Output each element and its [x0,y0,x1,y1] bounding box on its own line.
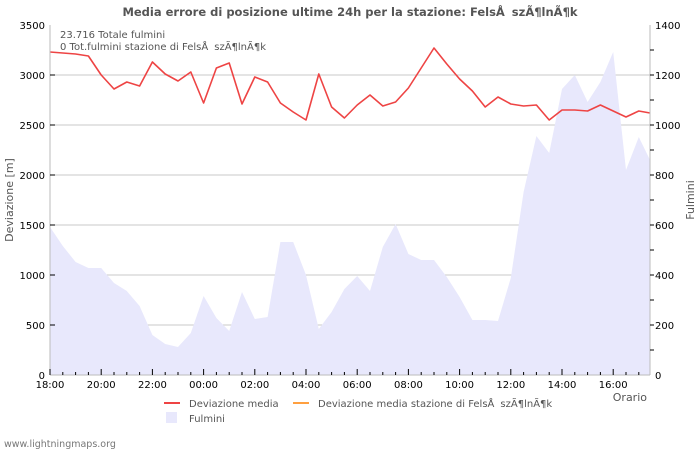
legend-swatch-strikes [166,412,177,423]
y2-tick-label: 1400 [655,21,680,32]
deviation-line-path [49,47,651,121]
x-tick-label: 16:00 [599,380,628,391]
footer-link[interactable]: www.lightningmaps.org [4,439,116,450]
y2-tick-label: 600 [655,221,674,232]
y-tick-label: 2500 [20,121,45,132]
x-axis-label: Orario [613,391,648,404]
legend-item-station-deviation: Deviazione media stazione di FelsÅszÃ¶l… [293,397,552,410]
legend-label-strikes: Fulmini [189,414,225,425]
legend-label-deviation: Deviazione media [189,399,279,410]
right-axis-ticks: 0 200 400 600 800 1000 1200 1400 [650,21,680,382]
y2-tick-label: 1200 [655,71,680,82]
x-tick-label: 14:00 [548,380,577,391]
y2-axis-label: Fulmini [684,180,697,220]
y2-tick-label: 400 [655,271,674,282]
total-strikes-text: 23.716 Totale fulmini [60,30,165,41]
x-tick-label: 08:00 [394,380,423,391]
chart-title: Media errore di posizione ultime 24h per… [122,4,577,19]
x-tick-label: 22:00 [138,380,167,391]
x-tick-label: 12:00 [496,380,525,391]
left-axis-ticks: 0 500 1000 1500 2000 2500 3000 3500 [20,21,55,382]
y2-tick-label: 1000 [655,121,680,132]
x-tick-label: 18:00 [36,380,65,391]
x-tick-label: 20:00 [87,380,116,391]
deviation-line [49,47,651,121]
y-tick-label: 3500 [20,21,45,32]
x-tick-label: 06:00 [343,380,372,391]
legend-label-station-deviation: Deviazione media stazione di FelsÅszÃ¶l… [318,397,552,410]
legend: Deviazione media Deviazione media stazio… [164,397,552,425]
y2-tick-label: 0 [655,371,661,382]
strikes-area-path [50,52,650,375]
x-tick-label: 02:00 [240,380,269,391]
x-tick-label: 10:00 [445,380,474,391]
y-tick-label: 500 [26,321,45,332]
y2-tick-label: 200 [655,321,674,332]
x-tick-label: 04:00 [292,380,321,391]
y-tick-label: 0 [39,371,45,382]
y2-tick-label: 800 [655,171,674,182]
x-axis-ticks: 18:00 20:00 22:00 00:00 02:00 04:00 06:00 08:00… [36,369,640,391]
y-tick-label: 1000 [20,271,45,282]
station-strikes-text: 0 Tot.fulmini stazione di FelsÅszÃ¶lnÃ¶… [60,40,266,53]
legend-item-deviation: Deviazione media [164,399,279,410]
strikes-area [50,52,650,375]
y-tick-label: 2000 [20,171,45,182]
y-axis-label: Deviazione [m] [3,158,16,242]
y-tick-label: 1500 [20,221,45,232]
x-tick-label: 00:00 [189,380,218,391]
legend-item-strikes: Fulmini [166,412,225,425]
y-tick-label: 3000 [20,71,45,82]
